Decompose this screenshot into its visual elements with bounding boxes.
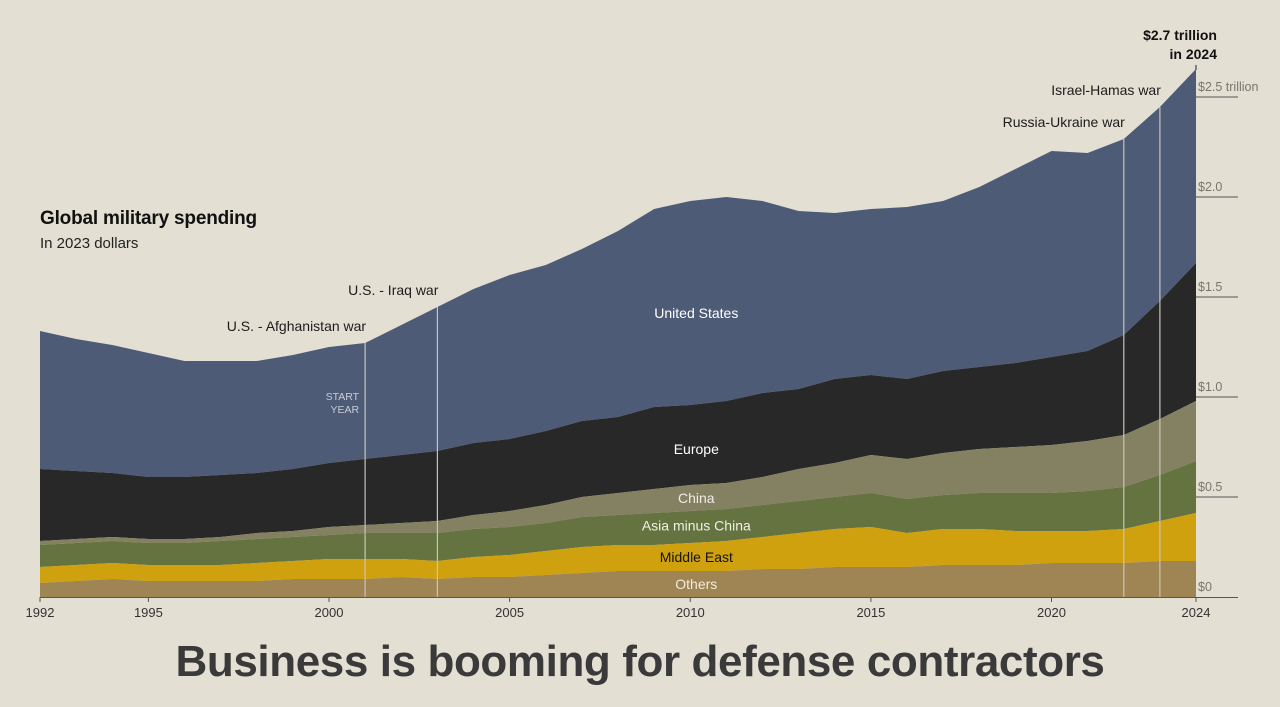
chart-title: Global military spending bbox=[40, 208, 257, 229]
total-annotation-year: in 2024 bbox=[1169, 46, 1217, 62]
x-tick-label: 1992 bbox=[26, 605, 55, 620]
y-tick-label: $2.5 trillion bbox=[1198, 80, 1258, 94]
series-label: Europe bbox=[674, 441, 719, 457]
area-middle-east bbox=[40, 513, 1196, 583]
x-tick-label: 2010 bbox=[676, 605, 705, 620]
series-label: United States bbox=[654, 305, 738, 321]
series-label: China bbox=[678, 490, 715, 506]
x-tick-label: 2020 bbox=[1037, 605, 1066, 620]
event-lines bbox=[364, 107, 1161, 597]
x-tick-label: 1995 bbox=[134, 605, 163, 620]
series-label: Others bbox=[675, 576, 717, 592]
chart-title-block: Global military spending In 2023 dollars bbox=[40, 208, 257, 252]
event-label: Russia-Ukraine war bbox=[1003, 114, 1125, 130]
x-tick-label: 2024 bbox=[1182, 605, 1211, 620]
event-label: U.S. - Iraq war bbox=[348, 282, 439, 298]
y-tick-label: $1.0 bbox=[1198, 380, 1222, 394]
chart-subtitle: In 2023 dollars bbox=[40, 235, 139, 252]
area-asia-minus-china bbox=[40, 461, 1196, 567]
x-tick-label: 2005 bbox=[495, 605, 524, 620]
y-tick-label: $0.5 bbox=[1198, 480, 1222, 494]
area-others bbox=[40, 561, 1196, 597]
x-tick-label: 2000 bbox=[315, 605, 344, 620]
area-united-states bbox=[40, 69, 1196, 477]
area-layers bbox=[40, 69, 1196, 597]
series-label: Middle East bbox=[660, 549, 733, 565]
series-label: Asia minus China bbox=[642, 517, 751, 533]
area-europe bbox=[40, 263, 1196, 541]
start-year-note: YEAR bbox=[331, 404, 360, 416]
total-annotation-value: $2.7 trillion bbox=[1143, 27, 1217, 43]
event-label: Israel-Hamas war bbox=[1051, 82, 1161, 98]
start-year-note: START bbox=[326, 391, 360, 403]
x-tick-label: 2015 bbox=[856, 605, 885, 620]
series-labels: Others Middle East Asia minus China China Eu… bbox=[642, 305, 751, 592]
event-labels: U.S. - Afghanistan war U.S. - Iraq war Rus… bbox=[227, 82, 1161, 416]
area-china bbox=[40, 401, 1196, 545]
axes: $0 $0.5 $1.0 $1.5 $2.0 $2.5 trillion 1992 1995 2… bbox=[26, 65, 1258, 620]
y-tick-label: $1.5 bbox=[1198, 280, 1222, 294]
y-tick-label: $0 bbox=[1198, 580, 1212, 594]
event-label: U.S. - Afghanistan war bbox=[227, 318, 367, 334]
y-gridlines bbox=[1196, 96, 1238, 498]
headline: Business is booming for defense contract… bbox=[175, 637, 1105, 686]
y-tick-label: $2.0 bbox=[1198, 180, 1222, 194]
total-annotation: $2.7 trillion in 2024 bbox=[1143, 26, 1217, 64]
